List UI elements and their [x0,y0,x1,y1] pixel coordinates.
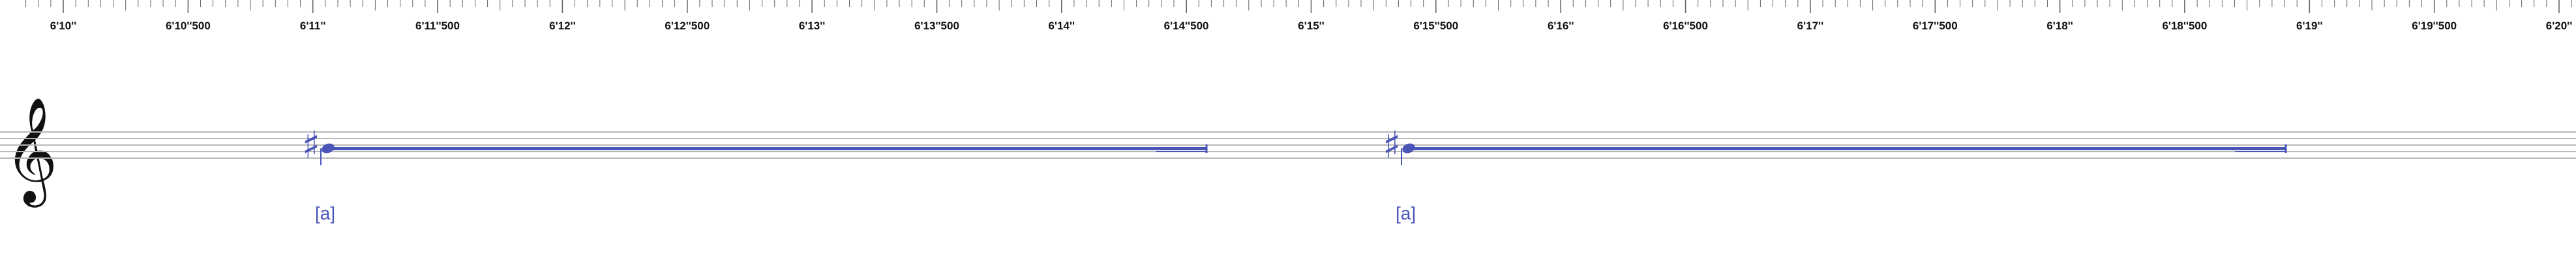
staff-area[interactable]: 𝄞 ♯ [a] ♯ [a] [0,98,2576,242]
sharp-icon: ♯ [302,123,320,167]
ruler-label: 6'14'' [1049,20,1075,32]
duration-bar[interactable] [1409,147,2286,150]
ruler-label: 6'15''500 [1413,20,1458,32]
pitch-label: [a] [315,203,335,223]
ruler-label: 6'16'' [1548,20,1574,32]
treble-clef-icon: 𝄞 [4,98,58,208]
ruler-label: 6'17''500 [1913,20,1958,32]
note-event-2[interactable]: ♯ [a] [1383,123,2287,223]
ruler-label: 6'19''500 [2412,20,2457,32]
ruler-labels: 6'10'' 6'10''500 6'11'' 6'11''500 6'12'' 6'12… [50,20,2573,32]
clef-staff-lines [0,131,271,159]
note-event-1[interactable]: ♯ [a] [302,123,1208,223]
ruler-label: 6'13''500 [914,20,959,32]
ruler-label: 6'10'' [50,20,77,32]
ruler-ticks [25,0,2572,13]
ruler-label: 6'11'' [300,20,326,32]
ruler-label: 6'14''500 [1164,20,1209,32]
ruler-label: 6'12''500 [665,20,710,32]
ruler-label: 6'16''500 [1663,20,1708,32]
ruler-label: 6'18''500 [2162,20,2207,32]
ruler-label: 6'10''500 [166,20,211,32]
time-ruler[interactable]: 6'10'' 6'10''500 6'11'' 6'11''500 6'12'' 6'12… [0,0,2576,39]
ruler-label: 6'20'' [2546,20,2573,32]
ruler-label: 6'18'' [2046,20,2073,32]
ruler-label: 6'12'' [549,20,576,32]
ruler-label: 6'15'' [1298,20,1325,32]
staff-lines-segment-2 [1350,131,2576,159]
staff-lines-segment-1 [271,131,1350,159]
duration-bar[interactable] [328,147,1206,150]
treble-clef-glyph: 𝄞 [4,98,58,208]
ruler-label: 6'13'' [799,20,826,32]
ruler-label: 6'19'' [2296,20,2323,32]
sharp-icon: ♯ [1383,123,1401,167]
ruler-label: 6'17'' [1797,20,1824,32]
ruler-label: 6'11''500 [415,20,460,32]
pitch-label: [a] [1396,203,1416,223]
